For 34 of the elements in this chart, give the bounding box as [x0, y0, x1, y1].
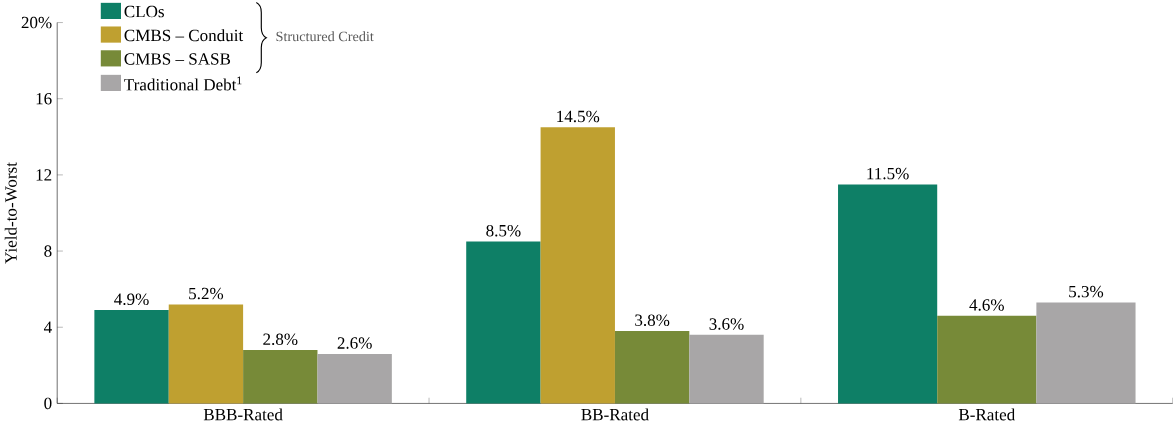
bar: [466, 241, 541, 404]
annotation: Structured Credit: [276, 31, 374, 42]
data-label: 8.5%: [486, 224, 521, 237]
y-tick-label: 20%: [21, 16, 52, 29]
y-tick-label: 0: [44, 397, 52, 410]
y-tick-label: 8: [44, 245, 52, 257]
legend-label: CMBS – Conduit: [124, 29, 244, 42]
y-axis-title: Yield-to-Worst: [4, 162, 17, 264]
bar: [540, 127, 615, 404]
data-label: 3.6%: [709, 318, 744, 330]
x-tick-label: B-Rated: [958, 408, 1015, 421]
data-label: 11.5%: [867, 167, 909, 180]
x-tick-label: BB-Rated: [581, 408, 649, 421]
x-tick-label: BBB-Rated: [203, 408, 283, 421]
data-label: 2.6%: [337, 337, 372, 349]
y-tick-label: 12: [36, 169, 52, 181]
legend-label: CLOs: [124, 5, 164, 18]
data-label: 2.8%: [263, 333, 298, 345]
bar: [94, 310, 169, 404]
data-label: 3.8%: [635, 314, 670, 326]
data-label: 14.5%: [557, 110, 600, 123]
data-label: 4.9%: [114, 293, 149, 305]
data-label: 5.2%: [189, 287, 224, 300]
bar: [614, 330, 690, 404]
legend-label: CMBS – SASB: [124, 53, 231, 65]
y-tick-label: 16: [36, 92, 52, 105]
bar: [243, 350, 318, 404]
bar: [168, 304, 244, 404]
y-tick-label: 4: [43, 321, 52, 333]
bar: [317, 353, 392, 404]
data-label: 5.3%: [1069, 285, 1104, 298]
bar: [689, 334, 764, 404]
legend-label: Traditional Debt$^{1}$: [124, 76, 242, 91]
data-label: 4.6%: [969, 299, 1004, 311]
